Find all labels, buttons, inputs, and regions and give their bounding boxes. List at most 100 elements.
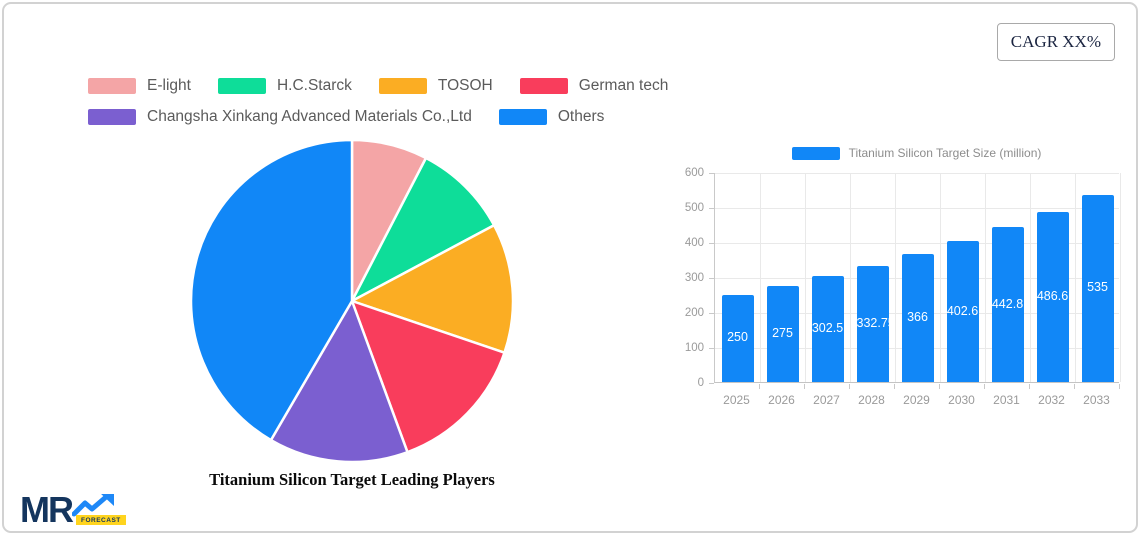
legend-swatch xyxy=(217,78,266,94)
pie-legend: E-light H.C.Starck TOSOH German tech Changsh… xyxy=(88,77,733,126)
x-tick-mark xyxy=(849,384,850,389)
legend-item[interactable]: H.C.Starck xyxy=(217,77,352,95)
y-tick-label: 0 xyxy=(697,377,704,389)
bar[interactable]: 302.5 xyxy=(811,276,844,382)
bar-value-label: 442.8 xyxy=(991,296,1024,311)
h-gridline xyxy=(715,207,1119,209)
bar-value-label: 366 xyxy=(907,309,928,324)
legend-swatch xyxy=(88,109,136,125)
x-tick-label: 2028 xyxy=(858,393,885,407)
legend-item[interactable]: Others xyxy=(498,108,605,126)
legend-item[interactable]: TOSOH xyxy=(378,77,493,95)
x-tick-label: 2029 xyxy=(903,393,930,407)
bar-value-label: 275 xyxy=(772,325,793,340)
x-tick-label: 2031 xyxy=(993,393,1020,407)
x-tick-label: 2026 xyxy=(768,393,795,407)
x-tick-mark xyxy=(1029,384,1030,389)
bar[interactable]: 535 xyxy=(1081,194,1114,382)
x-tick-label: 2025 xyxy=(723,393,750,407)
legend-swatch xyxy=(498,109,547,125)
pie-chart xyxy=(182,131,522,471)
bar-legend-label: Titanium Silicon Target Size (million) xyxy=(848,146,1042,160)
logo-text: MR xyxy=(20,489,74,530)
legend-item[interactable]: German tech xyxy=(519,77,669,95)
bar[interactable]: 366 xyxy=(901,253,934,382)
bar[interactable]: 275 xyxy=(766,285,799,382)
legend-swatch xyxy=(519,78,568,94)
y-tick-label: 400 xyxy=(684,237,704,249)
y-tick-mark xyxy=(709,208,714,209)
x-tick-label: 2033 xyxy=(1083,393,1110,407)
y-tick-mark xyxy=(709,313,714,314)
pie-slice[interactable] xyxy=(350,223,515,354)
bar-plot-area: 250 275 302.5 332.75 366 402.6 442.8 486.6 535 xyxy=(714,172,1121,383)
pie-slice[interactable] xyxy=(189,138,354,442)
v-gridline xyxy=(984,173,986,382)
x-tick-mark xyxy=(984,384,985,389)
bar[interactable]: 332.75 xyxy=(856,265,895,382)
x-tick-label: 2032 xyxy=(1038,393,1065,407)
y-tick-label: 600 xyxy=(684,167,704,179)
y-tick-label: 500 xyxy=(684,202,704,214)
legend-label: E-light xyxy=(147,77,191,94)
v-gridline xyxy=(894,173,896,382)
mr-forecast-logo: MR FORECAST xyxy=(20,489,140,531)
x-tick-mark xyxy=(804,384,805,389)
pie-title: Titanium Silicon Target Leading Players xyxy=(209,470,495,489)
bar[interactable]: 402.6 xyxy=(946,241,979,382)
legend-label: German tech xyxy=(578,77,669,94)
y-tick-label: 300 xyxy=(684,272,704,284)
legend-label: Changsha Xinkang Advanced Materials Co.,… xyxy=(147,108,472,125)
legend-swatch xyxy=(88,78,136,94)
bar-value-label: 302.5 xyxy=(811,321,844,335)
bar-legend-item[interactable]: Titanium Silicon Target Size (million) xyxy=(714,146,1119,160)
logo-badge: FORECAST xyxy=(76,515,126,525)
v-gridline xyxy=(759,173,761,382)
bar[interactable]: 250 xyxy=(721,294,754,382)
x-tick-mark xyxy=(939,384,940,389)
bar-value-label: 250 xyxy=(727,330,748,345)
x-tick-mark xyxy=(1119,384,1120,389)
pie-slice[interactable] xyxy=(350,299,506,454)
x-tick-label: 2027 xyxy=(813,393,840,407)
x-tick-label: 2030 xyxy=(948,393,975,407)
bar-value-label: 332.75 xyxy=(856,315,895,330)
v-gridline xyxy=(804,173,806,382)
legend-item[interactable]: Changsha Xinkang Advanced Materials Co.,… xyxy=(88,108,472,126)
legend-label: Others xyxy=(557,108,605,125)
pie-svg xyxy=(189,138,515,464)
v-gridline xyxy=(1119,173,1121,382)
trend-arrow-icon xyxy=(72,494,114,517)
x-tick-mark xyxy=(894,384,895,389)
x-tick-mark xyxy=(759,384,760,389)
h-gridline xyxy=(715,242,1119,244)
bar-value-label: 402.6 xyxy=(946,303,979,318)
legend-label: H.C.Starck xyxy=(276,77,352,94)
cagr-button[interactable]: CAGR XX% xyxy=(996,23,1115,61)
y-tick-mark xyxy=(709,243,714,244)
pie-slice[interactable] xyxy=(269,299,409,464)
x-tick-mark xyxy=(1074,384,1075,389)
v-gridline xyxy=(1029,173,1031,382)
y-tick-mark xyxy=(709,383,714,384)
v-gridline xyxy=(849,173,851,382)
v-gridline xyxy=(939,173,941,382)
h-gridline xyxy=(715,172,1119,174)
v-gridline xyxy=(1074,173,1076,382)
bar[interactable]: 486.6 xyxy=(1036,211,1069,382)
bar-legend-swatch xyxy=(791,146,840,160)
pie-slice[interactable] xyxy=(350,156,496,303)
legend-swatch xyxy=(378,78,427,94)
y-tick-label: 200 xyxy=(684,307,704,319)
legend-label: TOSOH xyxy=(437,77,493,94)
bar-value-label: 486.6 xyxy=(1036,288,1069,303)
legend-item[interactable]: E-light xyxy=(88,77,191,95)
y-tick-mark xyxy=(709,278,714,279)
bar[interactable]: 442.8 xyxy=(991,227,1024,382)
bar-chart: Titanium Silicon Target Size (million) 2… xyxy=(684,146,1136,418)
bar-value-label: 535 xyxy=(1087,280,1108,295)
y-tick-label: 100 xyxy=(684,342,704,354)
y-tick-mark xyxy=(709,348,714,349)
y-tick-mark xyxy=(709,173,714,174)
